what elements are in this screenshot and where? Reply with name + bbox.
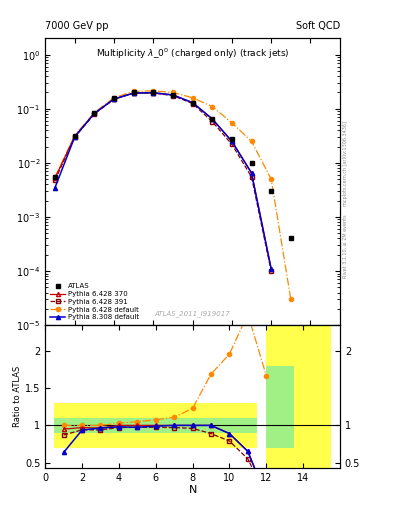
Text: Multiplicity $\lambda\_0^0$ (charged only) (track jets): Multiplicity $\lambda\_0^0$ (charged onl… xyxy=(96,47,289,61)
Bar xyxy=(266,325,331,468)
Bar xyxy=(266,366,294,447)
Text: ATLAS_2011_I919017: ATLAS_2011_I919017 xyxy=(155,310,230,316)
Text: mcplots.cern.ch [arXiv:1306.3436]: mcplots.cern.ch [arXiv:1306.3436] xyxy=(343,121,348,206)
Text: Soft QCD: Soft QCD xyxy=(296,21,340,31)
X-axis label: N: N xyxy=(188,485,197,495)
Bar xyxy=(54,403,257,447)
Bar xyxy=(54,418,257,433)
Text: 7000 GeV pp: 7000 GeV pp xyxy=(45,21,109,31)
Y-axis label: Ratio to ATLAS: Ratio to ATLAS xyxy=(13,366,22,428)
Legend: ATLAS, Pythia 6.428 370, Pythia 6.428 391, Pythia 6.428 default, Pythia 8.308 de: ATLAS, Pythia 6.428 370, Pythia 6.428 39… xyxy=(49,282,141,322)
Text: Rivet 3.1.10, ≥ 2M events: Rivet 3.1.10, ≥ 2M events xyxy=(343,214,348,278)
